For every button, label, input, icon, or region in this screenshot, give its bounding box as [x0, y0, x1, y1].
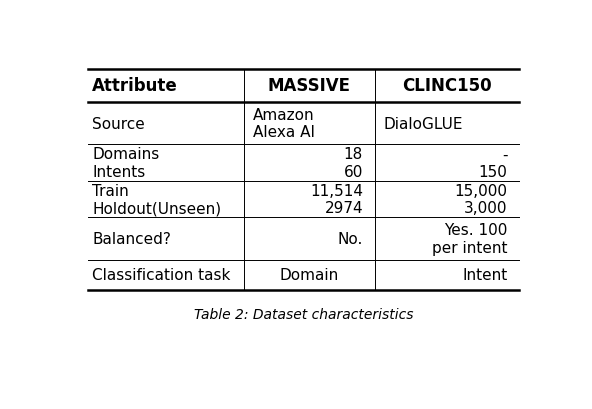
Text: Source: Source [92, 117, 145, 131]
Text: Intent: Intent [462, 267, 507, 283]
Text: Train
Holdout(Unseen): Train Holdout(Unseen) [92, 183, 221, 216]
Text: 15,000
3,000: 15,000 3,000 [455, 183, 507, 216]
Text: Classification task: Classification task [92, 267, 231, 283]
Text: Table 2: Dataset characteristics: Table 2: Dataset characteristics [194, 307, 413, 321]
Text: No.: No. [337, 231, 363, 246]
Text: MASSIVE: MASSIVE [268, 77, 350, 95]
Text: 18
60: 18 60 [344, 147, 363, 180]
Text: Amazon
Alexa AI: Amazon Alexa AI [253, 108, 315, 140]
Text: Domain: Domain [279, 267, 339, 283]
Text: CLINC150: CLINC150 [402, 77, 491, 95]
Text: Domains
Intents: Domains Intents [92, 147, 160, 180]
Text: Yes. 100
per intent: Yes. 100 per intent [432, 222, 507, 255]
Text: DialoGLUE: DialoGLUE [384, 117, 463, 131]
Text: Balanced?: Balanced? [92, 231, 171, 246]
Text: -
150: - 150 [479, 147, 507, 180]
Text: 11,514
2974: 11,514 2974 [310, 183, 363, 216]
Text: Attribute: Attribute [92, 77, 178, 95]
